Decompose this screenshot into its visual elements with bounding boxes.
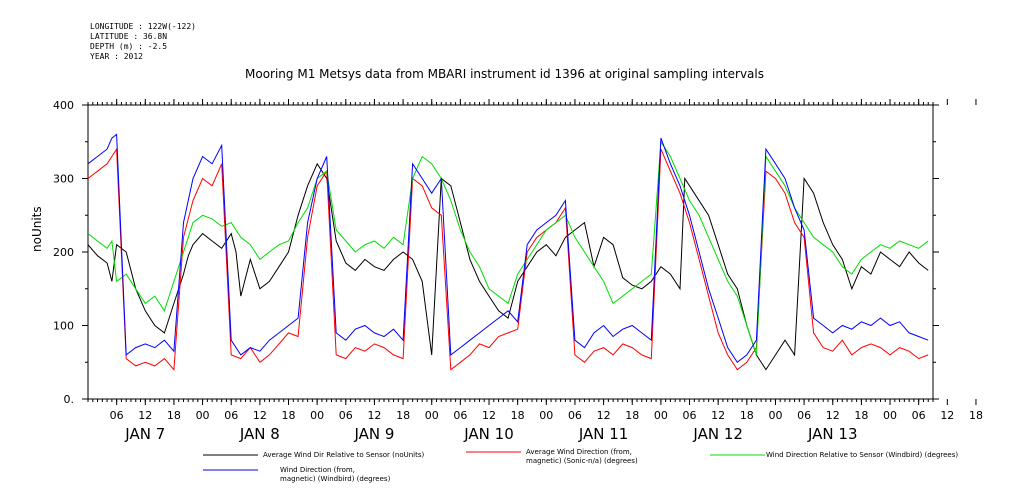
x-tick-label: 06 — [797, 409, 811, 422]
x-tick-label: 12 — [367, 409, 381, 422]
x-tick-label: 00 — [654, 409, 668, 422]
x-tick-label: 12 — [597, 409, 611, 422]
series-line-1 — [88, 162, 929, 371]
x-tick-label: 18 — [740, 409, 754, 422]
day-label: JAN 7 — [124, 425, 165, 443]
legend-label-2: magnetic) (Sonic-n/a) (degrees) — [526, 457, 638, 465]
x-tick-label: 00 — [768, 409, 782, 422]
x-tick-label: 00 — [196, 409, 210, 422]
depth-text: DEPTH (m) : -2.5 — [90, 42, 168, 51]
y-tick-label: 0. — [64, 393, 75, 406]
x-tick-label: 06 — [912, 409, 926, 422]
metadata-block: LONGITUDE : 122W(-122) LATITUDE : 36.8N … — [90, 22, 196, 62]
day-label: JAN 8 — [239, 425, 280, 443]
x-tick-label: 06 — [224, 409, 238, 422]
x-tick-label: 06 — [568, 409, 582, 422]
day-label: JAN 10 — [463, 425, 514, 443]
x-tick-label: 18 — [167, 409, 181, 422]
legend-label-3: Wind Direction Relative to Sensor (Windb… — [766, 451, 958, 459]
legend-label-1: Average Wind Dir Relative to Sensor (noU… — [263, 451, 424, 459]
legend-label-2: Average Wind Direction (from, — [526, 448, 632, 456]
x-tick-label: 18 — [511, 409, 525, 422]
x-tick-label: 12 — [138, 409, 152, 422]
x-tick-label: 12 — [940, 409, 954, 422]
x-tick-label: 00 — [539, 409, 553, 422]
x-tick-label: 06 — [110, 409, 124, 422]
legend-label-4: Wind Direction (from, — [280, 466, 355, 474]
x-tick-label: 06 — [339, 409, 353, 422]
day-label: JAN 9 — [353, 425, 394, 443]
longitude-text: LONGITUDE : 122W(-122) — [90, 22, 196, 31]
x-tick-label: 12 — [253, 409, 267, 422]
y-tick-label: 200 — [53, 246, 74, 259]
x-tick-label: 18 — [282, 409, 296, 422]
y-tick-label: 300 — [53, 173, 74, 186]
y-tick-label: 100 — [53, 320, 74, 333]
x-tick-label: 18 — [396, 409, 410, 422]
x-tick-label: 18 — [854, 409, 868, 422]
x-tick-label: 18 — [625, 409, 639, 422]
series-line-2 — [88, 147, 929, 371]
y-tick-label: 400 — [53, 99, 74, 112]
x-tick-label: 06 — [453, 409, 467, 422]
x-tick-label: 18 — [969, 409, 983, 422]
day-label: JAN 12 — [692, 425, 743, 443]
x-tick-label: 12 — [482, 409, 496, 422]
day-label: JAN 11 — [578, 425, 629, 443]
x-tick-label: 06 — [683, 409, 697, 422]
chart-title: Mooring M1 Metsys data from MBARI instru… — [245, 67, 764, 81]
x-tick-label: 00 — [310, 409, 324, 422]
latitude-text: LATITUDE : 36.8N — [90, 32, 168, 41]
series-line-3 — [88, 140, 929, 356]
x-tick-label: 00 — [425, 409, 439, 422]
x-tick-label: 00 — [883, 409, 897, 422]
x-tick-label: 12 — [826, 409, 840, 422]
day-label: JAN 13 — [807, 425, 858, 443]
series-line-4 — [88, 133, 929, 364]
x-tick-label: 12 — [711, 409, 725, 422]
year-text: YEAR : 2012 — [90, 52, 143, 61]
legend-label-4: magnetic) (Windbird) (degrees) — [280, 475, 391, 483]
